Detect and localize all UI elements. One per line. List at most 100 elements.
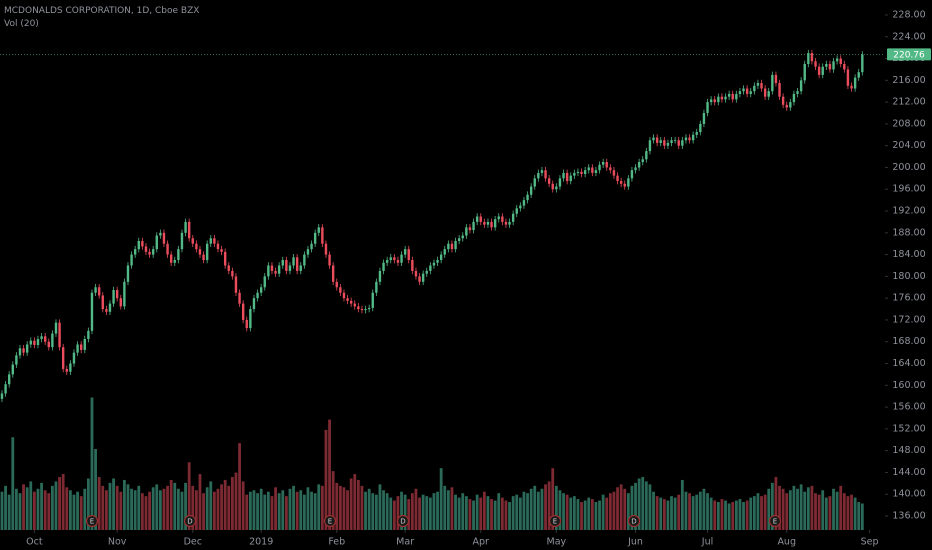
candle-body	[616, 175, 619, 182]
candle-body	[447, 243, 450, 250]
volume-bar	[547, 481, 551, 530]
volume-bar	[688, 493, 691, 530]
volume-bar	[112, 478, 115, 530]
candle-body	[684, 137, 688, 141]
volume-bar	[25, 487, 29, 530]
candle-body	[40, 336, 43, 340]
volume-bar	[644, 481, 648, 530]
volume-bar	[241, 481, 245, 530]
volume-bar	[220, 484, 223, 530]
volume-bar	[76, 491, 79, 530]
candle-body	[418, 276, 421, 282]
volume-bar	[493, 500, 497, 530]
candle-body	[191, 238, 194, 244]
candle-body	[767, 91, 770, 97]
candle-body	[483, 221, 486, 225]
volume-bar	[770, 482, 774, 530]
volume-bar	[342, 487, 346, 530]
candle-body	[828, 63, 832, 70]
x-tick-label: Sep	[861, 537, 879, 548]
candle-body	[587, 167, 590, 171]
candle-body	[331, 265, 335, 282]
volume-bar	[436, 491, 439, 530]
candle-body	[709, 99, 713, 103]
volume-bar	[828, 496, 832, 530]
candle-body	[612, 170, 616, 176]
volume-bar	[734, 500, 738, 530]
volume-bar	[367, 488, 371, 530]
candle-body	[817, 66, 821, 75]
candle-body	[515, 208, 518, 214]
volume-bar	[634, 482, 637, 530]
x-tick-label: Aug	[777, 537, 796, 548]
candle-body	[22, 348, 25, 353]
candle-body	[4, 384, 7, 394]
volume-bar	[590, 499, 594, 530]
candle-body	[115, 289, 119, 299]
volume-bar	[58, 477, 61, 530]
candle-body	[321, 227, 324, 244]
candle-body	[501, 216, 504, 222]
volume-bar	[119, 491, 123, 530]
y-tick-label: 208.00	[892, 118, 925, 129]
volume-bar	[515, 494, 519, 530]
x-tick-label: 2019	[249, 537, 273, 548]
volume-bar	[295, 491, 299, 530]
candle-body	[724, 96, 727, 100]
y-tick-label: 168.00	[892, 336, 925, 347]
volume-bar	[799, 484, 803, 530]
candle-body	[821, 66, 824, 75]
volume-bar	[670, 496, 673, 530]
event: E	[548, 514, 562, 528]
candle-body	[238, 292, 241, 304]
volume-bar	[115, 485, 119, 530]
volume-bar	[83, 488, 87, 530]
volume-bar	[90, 397, 94, 530]
candle-body	[43, 336, 47, 342]
candle-body	[652, 137, 655, 141]
candle-body	[94, 287, 97, 293]
candle-body	[609, 167, 612, 171]
y-tick-label: 200.00	[892, 162, 925, 173]
candle-body	[144, 246, 148, 252]
volume-bar	[666, 500, 670, 530]
volume-bar	[594, 502, 598, 530]
candle-body	[360, 309, 364, 311]
y-tick-label: 188.00	[892, 227, 925, 238]
volume-bar	[742, 502, 745, 530]
candle-body	[173, 260, 176, 263]
candle-body	[569, 175, 572, 182]
candle-body	[461, 235, 464, 239]
candle-body	[51, 333, 54, 348]
candle-body	[565, 172, 569, 182]
y-tick-label: 144.00	[892, 467, 925, 478]
candle-body	[810, 53, 814, 62]
candle-body	[465, 227, 468, 236]
volume-bar	[727, 503, 731, 530]
candle-body	[119, 298, 122, 307]
candle-body	[371, 292, 374, 308]
candle-body	[241, 303, 245, 320]
volume-bar	[540, 488, 544, 530]
candle-body	[850, 85, 853, 89]
candle-body	[335, 281, 338, 288]
volume-bar	[176, 488, 180, 530]
candle-body	[853, 77, 857, 89]
candle-body	[753, 85, 756, 92]
candle-body	[61, 347, 65, 369]
volume-bar	[565, 494, 569, 530]
candle-body	[454, 240, 457, 250]
volume-bar	[43, 490, 47, 530]
volume-bar	[601, 494, 605, 530]
candle-body	[468, 227, 472, 231]
candle-body	[317, 227, 320, 233]
volume-bar	[205, 487, 209, 530]
volume-bar	[619, 484, 623, 530]
volume-bar	[245, 494, 249, 530]
candle-body	[702, 113, 706, 124]
volume-bar	[544, 484, 547, 530]
candle-body	[857, 72, 860, 78]
volume-bar	[583, 500, 587, 530]
